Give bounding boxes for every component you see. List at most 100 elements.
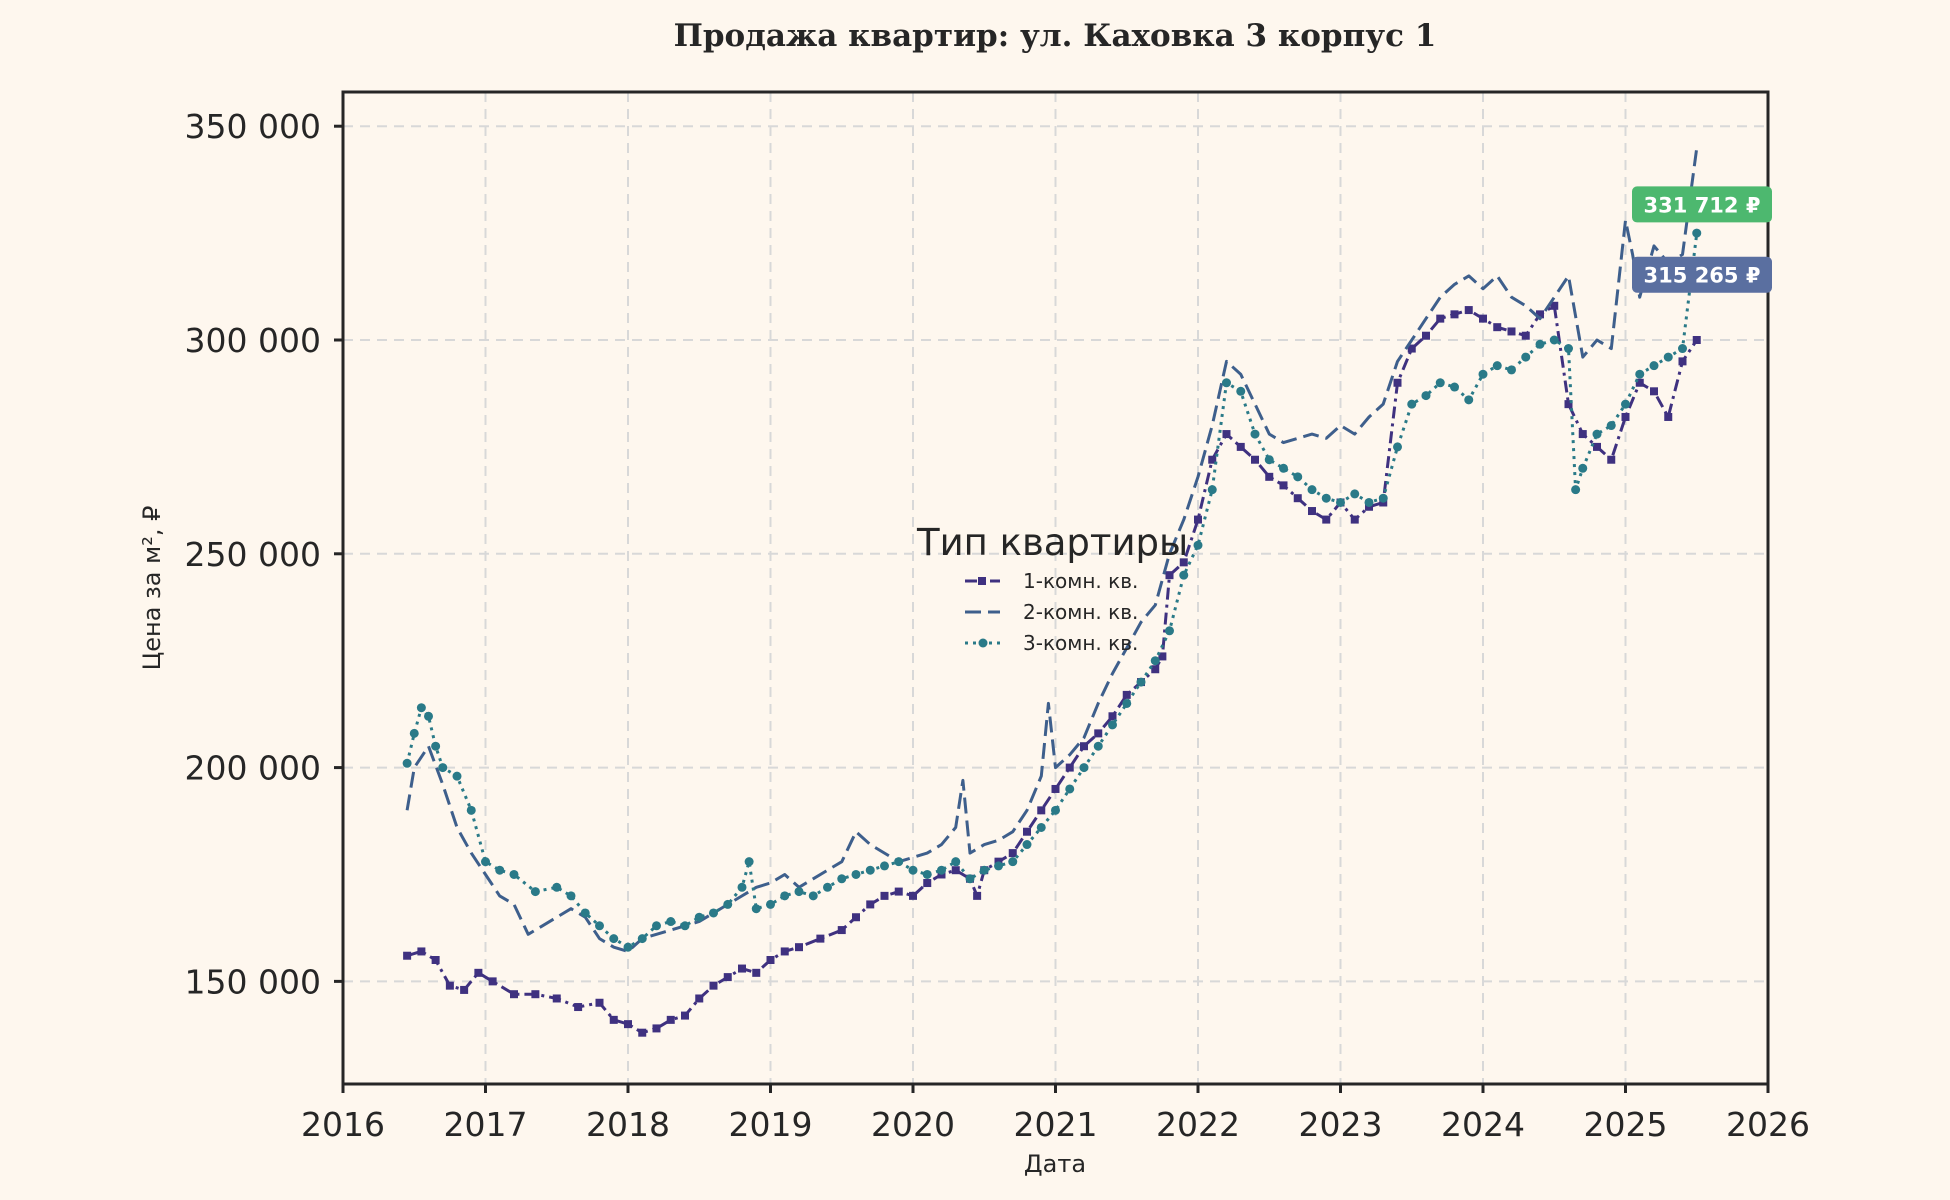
data-point [1550,301,1559,310]
x-tick-label: 2026 [1726,1105,1810,1144]
data-point [1251,455,1259,464]
data-point [1663,352,1673,362]
data-point [1578,463,1588,473]
data-point [709,981,718,990]
badge-label: 315 265 ₽ [1644,264,1761,288]
badge-background [1632,256,1772,293]
data-point [1678,357,1687,366]
data-point [1507,327,1516,336]
data-point [880,861,889,871]
x-tick-label: 2025 [1584,1105,1668,1144]
value-annotations: 331 712 ₽ 315 265 ₽ [1632,186,1772,293]
data-point [481,857,490,867]
data-point [1065,763,1074,772]
data-point [1308,507,1316,516]
x-tick-label: 2020 [871,1105,955,1144]
data-point [1621,399,1630,409]
data-point [680,921,690,931]
data-point [1650,387,1658,396]
data-point [1051,784,1060,793]
data-point [438,763,448,773]
data-point [1080,742,1088,751]
data-point [1564,400,1573,409]
data-point [460,985,469,994]
data-point [1535,339,1545,349]
x-axis: 2016 2017 2018 2019 2020 2021 2022 2023 2024 2025… [301,1084,1810,1144]
data-point [1122,698,1132,708]
data-point [1037,806,1046,815]
data-point [1692,228,1702,238]
data-point [510,990,518,999]
data-point [609,1015,618,1024]
data-point [1350,489,1360,499]
data-point [1536,310,1544,319]
data-point [445,981,454,990]
data-point [923,879,932,888]
data-point [681,1011,689,1020]
series-line [405,147,1699,953]
data-point [1151,665,1160,674]
data-point [666,917,676,927]
data-point [766,899,775,909]
data-point [1179,558,1188,567]
data-point [552,882,562,892]
data-point [1122,690,1131,699]
data-point [694,912,704,922]
data-point [474,968,483,977]
x-tick-label: 2024 [1441,1105,1525,1144]
data-point [1265,472,1274,481]
data-point [609,934,619,944]
data-point [595,921,604,931]
legend-label: 2-комн. кв. [1023,600,1138,624]
data-point [837,926,846,935]
data-point [951,866,960,875]
data-point [1493,323,1502,332]
badge-background [1632,186,1772,223]
x-tick-label: 2022 [1156,1105,1240,1144]
y-tick-label: 150 000 [185,962,321,1001]
x-axis-label: Дата [1024,1150,1086,1178]
data-point [1393,442,1402,452]
data-point [1207,485,1217,495]
data-point [1593,442,1601,451]
data-point [452,771,462,781]
data-point [1378,493,1388,503]
x-tick-label: 2016 [301,1105,385,1144]
data-point [1322,515,1331,524]
data-point [1578,430,1587,439]
data-point [623,942,633,952]
data-point [1564,344,1573,354]
series-1 [403,301,1701,1037]
data-point [1464,395,1474,405]
data-point [488,977,497,986]
data-point [1136,677,1146,687]
data-point [1571,485,1581,495]
x-tick-label: 2017 [444,1105,528,1144]
data-point [1436,314,1445,323]
data-point [1607,455,1616,464]
data-point [1549,335,1559,345]
data-point [652,921,661,931]
data-point [580,908,590,918]
badge-label: 331 712 ₽ [1644,193,1761,217]
data-point [1008,857,1018,867]
data-point [951,857,961,867]
data-point [752,968,761,977]
data-point [638,1028,647,1037]
data-point [823,882,832,892]
data-point [894,887,903,896]
data-point [723,899,733,909]
data-point [1051,805,1060,815]
data-point [1208,455,1217,464]
data-point [424,711,433,721]
series-group [402,147,1702,1037]
data-point [416,703,426,713]
data-point [402,758,412,768]
data-point [937,865,946,875]
data-point [1194,515,1202,524]
data-point [738,964,746,973]
data-point [1065,784,1075,794]
y-tick-label: 250 000 [185,535,321,574]
data-point [431,956,440,964]
